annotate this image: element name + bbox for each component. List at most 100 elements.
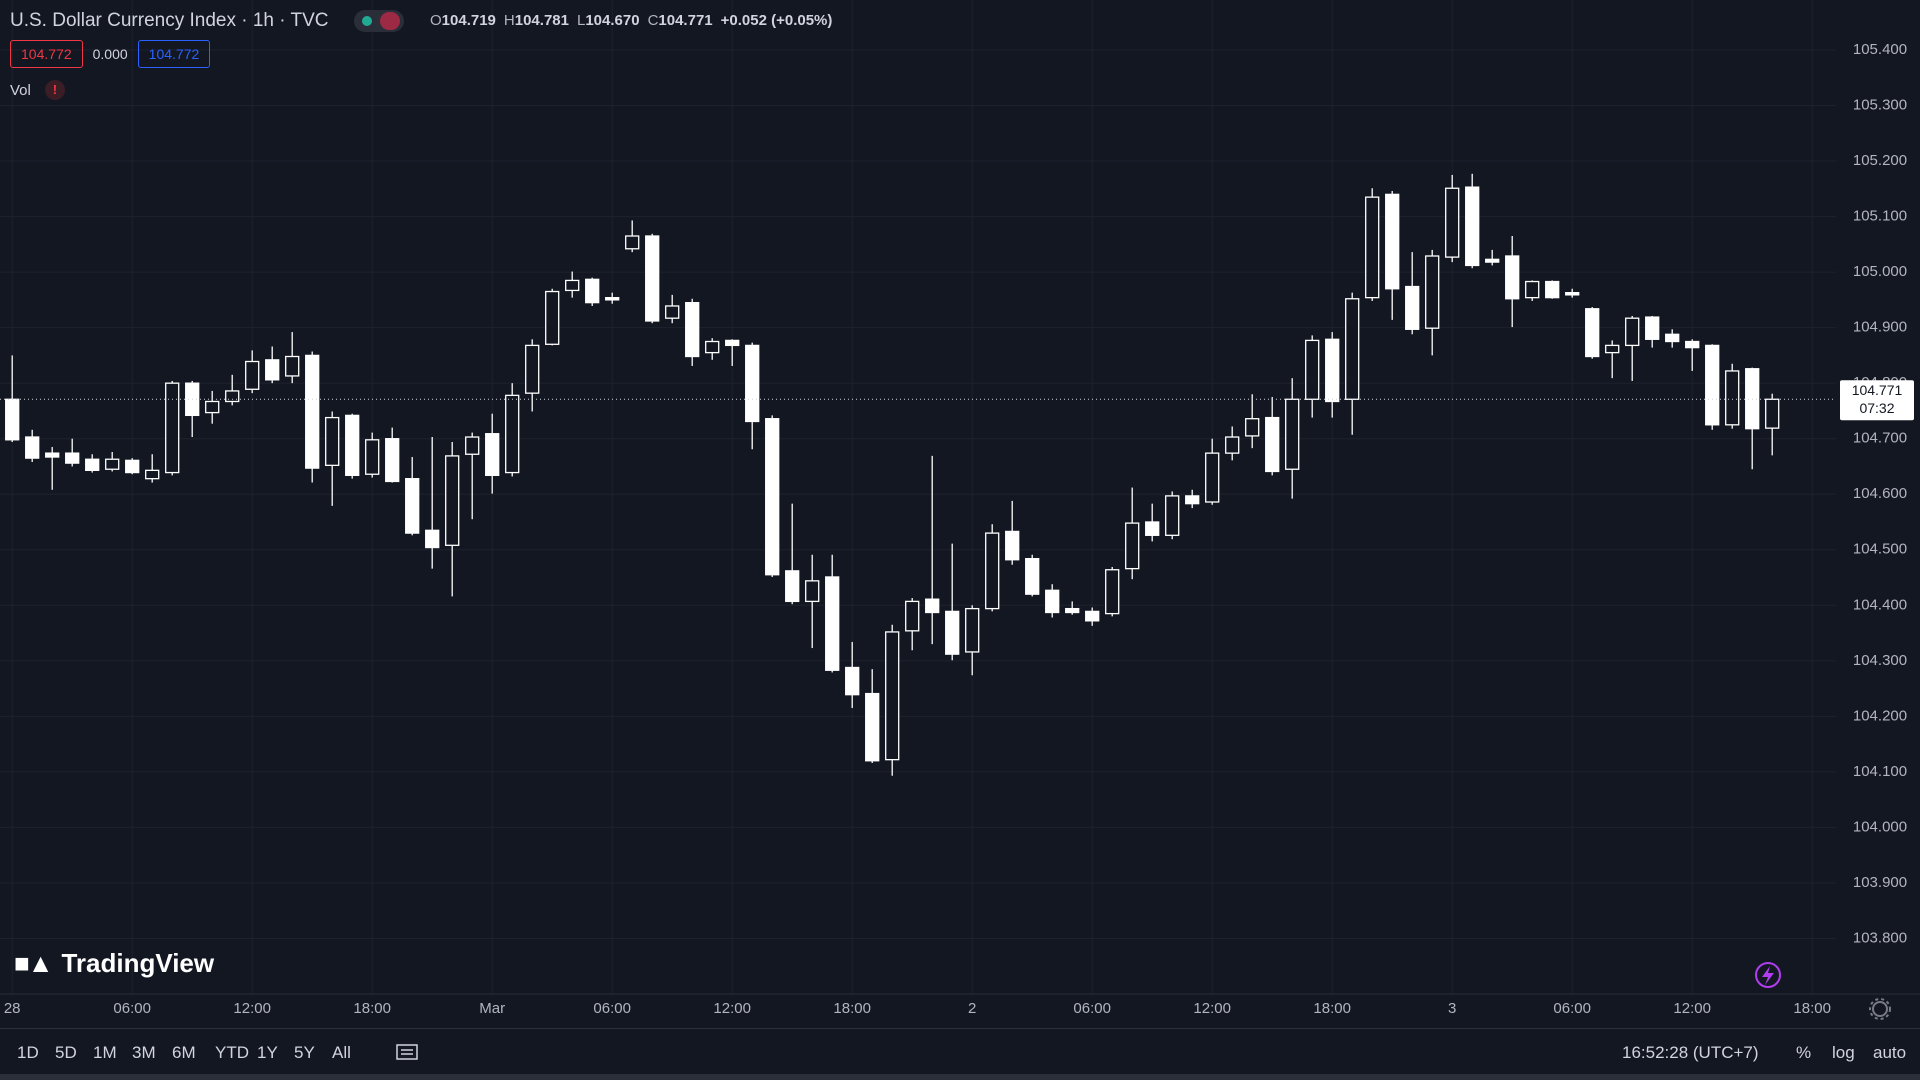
range-button[interactable]: 3M [132, 1043, 156, 1062]
candle-body [1005, 530, 1020, 561]
range-button[interactable]: 5D [55, 1043, 77, 1062]
candle-body [485, 433, 500, 476]
x-tick-label: 12:00 [1193, 1000, 1231, 1017]
clock: 16:52:28 (UTC+7) [1622, 1043, 1759, 1062]
candle-body [1685, 340, 1700, 349]
settings-icon[interactable] [1869, 998, 1891, 1020]
ask-box[interactable]: 104.772 [137, 40, 211, 68]
ohlc-change: +0.052 (+0.05%) [720, 12, 833, 29]
candle-body [985, 532, 1000, 610]
candle-body [1745, 368, 1760, 430]
ohlc-legend: O104.719 H104.781 L104.670 C104.771 +0.052 (… [422, 12, 832, 29]
candle-body [525, 344, 540, 394]
ohlc-key: O [430, 12, 442, 29]
candle-body [125, 459, 140, 474]
candle-body [1385, 193, 1400, 290]
candle-body [1725, 370, 1740, 426]
range-button[interactable]: YTD [215, 1043, 249, 1062]
candle-body [25, 436, 40, 459]
candle-body [385, 438, 400, 483]
candle-body [425, 529, 440, 549]
bid-box[interactable]: 104.772 [10, 40, 83, 68]
range-button[interactable]: 5Y [294, 1043, 315, 1062]
countdown-label: 07:32 [1859, 400, 1894, 416]
candle-body [845, 666, 860, 696]
x-tick-label: 3 [1448, 1000, 1456, 1017]
candle-body [1045, 589, 1060, 614]
y-tick-label: 103.800 [1853, 929, 1907, 946]
candle-body [585, 278, 600, 304]
x-tick-label: Mar [479, 1000, 505, 1017]
ohlc-key: L [576, 12, 586, 29]
ohlc-value: 104.670 [585, 12, 640, 29]
brand[interactable]: ■▲ TradingView [14, 948, 214, 979]
range-button[interactable]: 6M [172, 1043, 196, 1062]
candle-body [1245, 418, 1260, 437]
chart: 28 06:00 12:00 18:00 Mar 06:00 12:00 18:00 2 06:0… [0, 0, 1920, 1020]
scale-toggle[interactable]: auto [1873, 1043, 1907, 1062]
candle-body [345, 414, 360, 476]
candle-body [885, 631, 900, 761]
volume-legend: Vol ! [10, 80, 65, 100]
scale-toggle[interactable]: % [1796, 1043, 1812, 1062]
candle-body [45, 452, 60, 458]
candle-body [925, 598, 940, 614]
candle-body [65, 452, 80, 464]
range-button[interactable]: All [332, 1043, 351, 1062]
range-button[interactable]: 1D [17, 1043, 39, 1062]
candle-body [465, 436, 480, 455]
last-price-badge [1840, 380, 1914, 421]
y-tick-label: 104.100 [1853, 763, 1907, 780]
y-tick-label: 104.500 [1853, 541, 1907, 558]
y-tick-label: 104.300 [1853, 652, 1907, 669]
range-button[interactable]: 1Y [257, 1043, 278, 1062]
volume-label: Vol [10, 81, 31, 99]
bottom-strip [0, 1074, 1920, 1080]
candle-body [1265, 416, 1280, 473]
candle-body [765, 418, 780, 576]
candle-body [1645, 316, 1660, 340]
candle-body [905, 600, 920, 632]
candle-body [1465, 186, 1480, 267]
candle-body [1345, 298, 1360, 400]
candle-body [945, 610, 960, 655]
candle-body [365, 439, 380, 475]
ohlc-key: C [647, 12, 659, 29]
scale-toggle[interactable]: log [1832, 1043, 1855, 1062]
candle-body [685, 301, 700, 358]
candle-body [1405, 285, 1420, 330]
candle-body [245, 360, 260, 390]
candle-body [1025, 557, 1040, 595]
status-toggle[interactable] [354, 10, 404, 32]
candle-body [5, 398, 20, 441]
candle-body [1205, 452, 1220, 503]
candle-body [565, 279, 580, 292]
candle-body [1165, 495, 1180, 536]
footer: 1D 5D 1M 3M 6M YTD 1Y 5Y All 16:52:28 (UTC+7) % l… [0, 1028, 1920, 1075]
warning-icon[interactable]: ! [44, 80, 65, 100]
candle-body [1665, 333, 1680, 343]
candle-body [265, 359, 280, 381]
range-button[interactable]: 1M [93, 1043, 117, 1062]
y-tick-label: 105.300 [1853, 96, 1907, 113]
last-price-label: 104.771 [1852, 382, 1903, 398]
candle-body [865, 692, 880, 762]
candle-body [1325, 338, 1340, 403]
y-tick-label: 104.200 [1853, 707, 1907, 724]
candle-body [405, 478, 420, 534]
candle-body [825, 576, 840, 671]
x-tick-label: 18:00 [353, 1000, 391, 1017]
x-tick-label: 12:00 [1673, 1000, 1711, 1017]
candle-body [165, 382, 180, 474]
candle-body [665, 305, 680, 319]
lightning-icon[interactable] [1755, 962, 1781, 988]
candle-body [1425, 255, 1440, 329]
ohlc-key: H [503, 12, 515, 29]
y-tick-label: 105.000 [1853, 263, 1907, 280]
y-tick-label: 105.400 [1853, 41, 1907, 58]
candle-body [1545, 280, 1560, 299]
candle-body [1225, 436, 1240, 454]
compare-icon[interactable] [396, 1043, 418, 1061]
y-tick-label: 104.400 [1853, 596, 1907, 613]
